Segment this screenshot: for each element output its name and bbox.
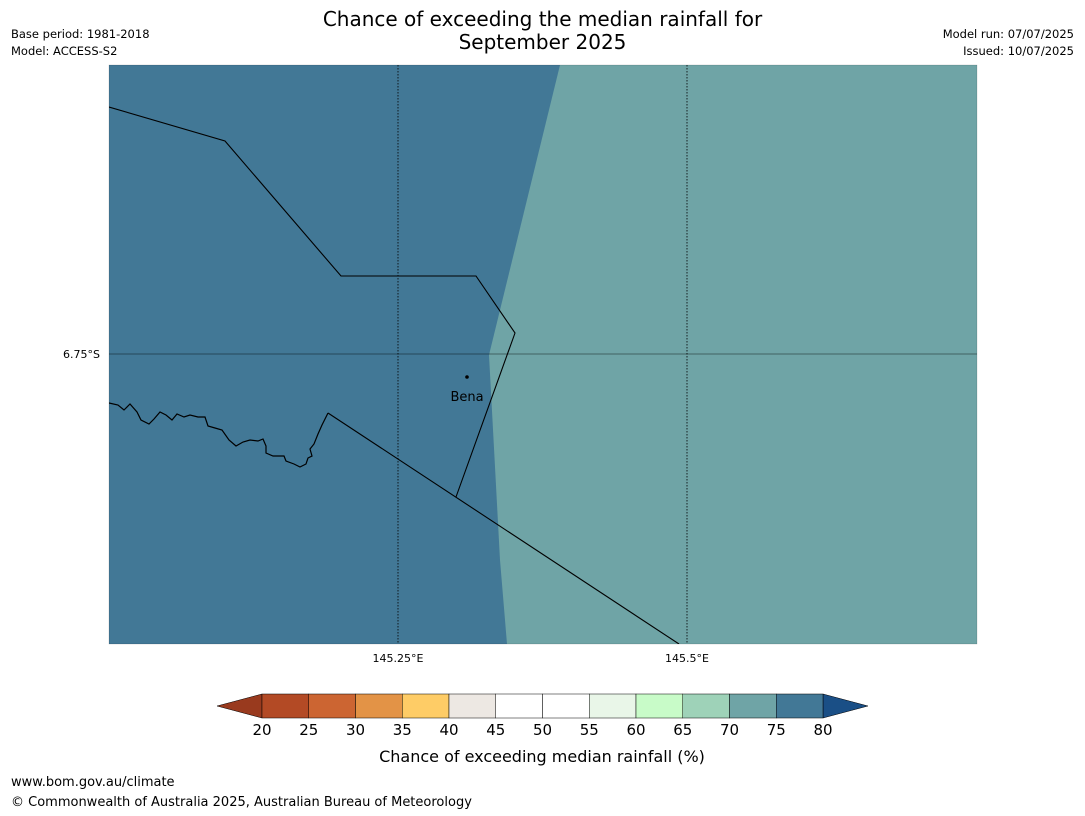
- colorbar-segment: [589, 693, 637, 719]
- colorbar-tick-label: 25: [299, 721, 318, 739]
- place-marker-bena: [465, 375, 469, 379]
- lon-label: 145.5°E: [665, 652, 709, 665]
- colorbar-tick-label: 60: [626, 721, 645, 739]
- colorbar-tick-label: 20: [252, 721, 271, 739]
- meta-left: Base period: 1981-2018 Model: ACCESS-S2: [11, 26, 150, 60]
- colorbar-tick-label: 30: [346, 721, 365, 739]
- title-line-2: September 2025: [458, 30, 627, 54]
- colorbar-segment: [402, 693, 450, 719]
- place-label-bena: Bena: [450, 390, 483, 405]
- colorbar-tick-label: 55: [580, 721, 599, 739]
- issued-date: Issued: 10/07/2025: [963, 44, 1074, 58]
- model-run: Model run: 07/07/2025: [942, 27, 1074, 41]
- colorbar-tick-label: 50: [533, 721, 552, 739]
- colorbar-segment: [776, 693, 824, 719]
- colorbar-segment: [495, 693, 543, 719]
- colorbar-tick-label: 70: [720, 721, 739, 739]
- lat-label: 6.75°S: [63, 348, 100, 361]
- river-line: [109, 402, 329, 468]
- map-area: Bena: [109, 65, 977, 644]
- footer-copyright: © Commonwealth of Australia 2025, Austra…: [11, 795, 472, 810]
- model-name: Model: ACCESS-S2: [11, 44, 118, 58]
- colorbar-tick-label: 40: [439, 721, 458, 739]
- lon-label: 145.25°E: [373, 652, 424, 665]
- title-line-1: Chance of exceeding the median rainfall …: [322, 7, 763, 31]
- colorbar-tick-label: 65: [673, 721, 692, 739]
- colorbar-segment: [448, 693, 496, 719]
- colorbar-tick-label: 80: [813, 721, 832, 739]
- colorbar: 20 25 30 35 40 45 50 55 60 65 70 75 80: [216, 693, 869, 739]
- colorbar-tick-label: 45: [486, 721, 505, 739]
- colorbar-segment: [261, 693, 309, 719]
- colorbar-segment: [682, 693, 730, 719]
- colorbar-label: Chance of exceeding median rainfall (%): [379, 747, 705, 766]
- meta-right: Model run: 07/07/2025 Issued: 10/07/2025: [943, 26, 1074, 60]
- district-boundary: [109, 106, 516, 498]
- colorbar-segment: [355, 693, 403, 719]
- colorbar-tick-label: 35: [393, 721, 412, 739]
- district-boundary-south: [327, 412, 680, 644]
- colorbar-segment: [635, 693, 683, 719]
- colorbar-segment: [308, 693, 356, 719]
- colorbar-tick-label: 75: [767, 721, 786, 739]
- chart-title: Chance of exceeding the median rainfall …: [0, 8, 1085, 54]
- forecast-region-70-75: [489, 65, 977, 644]
- colorbar-under-arrow: [216, 693, 263, 719]
- colorbar-over-arrow: [822, 693, 869, 719]
- colorbar-segment: [542, 693, 590, 719]
- map-frame: [108, 64, 978, 645]
- colorbar-segment: [729, 693, 777, 719]
- base-period: Base period: 1981-2018: [11, 27, 150, 41]
- footer-url: www.bom.gov.au/climate: [11, 775, 175, 790]
